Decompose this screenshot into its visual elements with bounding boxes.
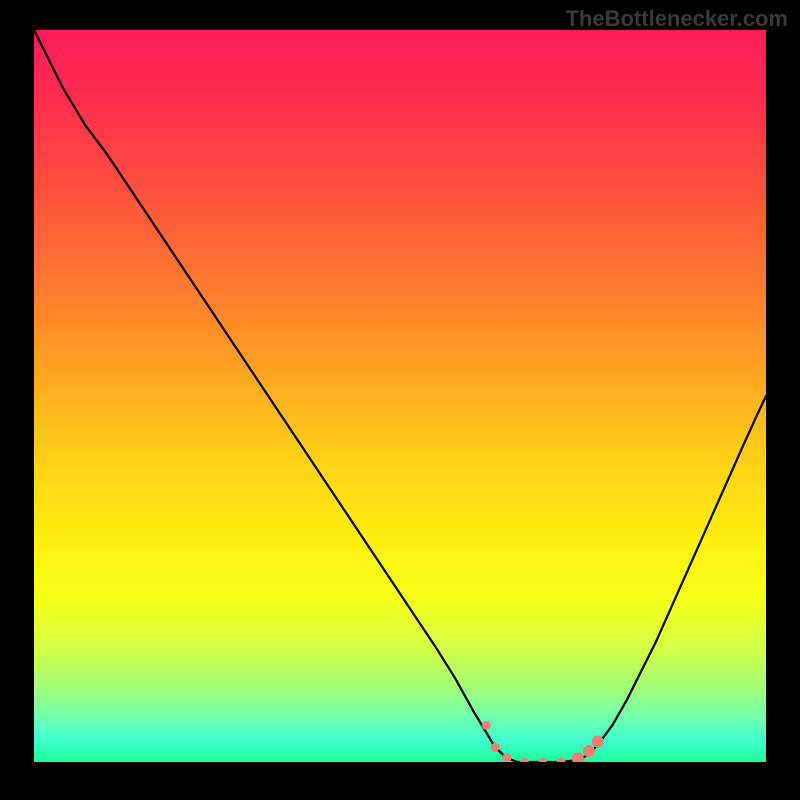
watermark: TheBottlenecker.com [565, 6, 788, 32]
chart-area [34, 30, 766, 762]
gradient-background [34, 30, 766, 762]
